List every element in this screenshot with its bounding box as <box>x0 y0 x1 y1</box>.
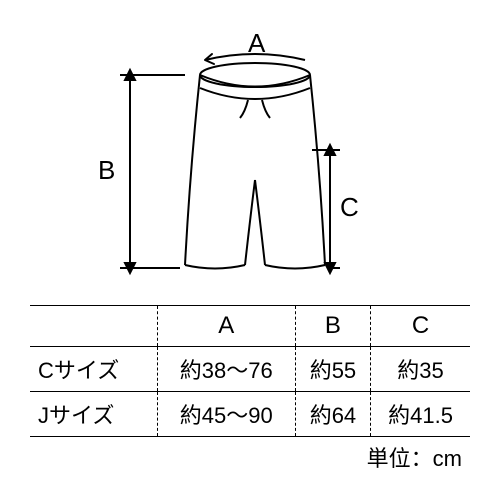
header-c: C <box>371 306 470 347</box>
table-row: Cサイズ 約38〜76 約55 約35 <box>30 347 470 392</box>
header-b: B <box>295 306 370 347</box>
row-label: Jサイズ <box>30 392 157 437</box>
cell-c: 約41.5 <box>371 392 470 437</box>
unit-label: 単位：cm <box>30 441 470 473</box>
cell-c: 約35 <box>371 347 470 392</box>
label-a: A <box>248 28 265 59</box>
size-diagram: A B C <box>30 20 470 300</box>
table-header-row: A B C <box>30 306 470 347</box>
header-blank <box>30 306 157 347</box>
cell-b: 約64 <box>295 392 370 437</box>
cell-b: 約55 <box>295 347 370 392</box>
size-table: A B C Cサイズ 約38〜76 約55 約35 Jサイズ 約45〜90 約6… <box>30 305 470 437</box>
cell-a: 約38〜76 <box>157 347 295 392</box>
table-row: Jサイズ 約45〜90 約64 約41.5 <box>30 392 470 437</box>
label-b: B <box>98 155 115 186</box>
label-c: C <box>340 192 359 223</box>
cell-a: 約45〜90 <box>157 392 295 437</box>
header-a: A <box>157 306 295 347</box>
row-label: Cサイズ <box>30 347 157 392</box>
